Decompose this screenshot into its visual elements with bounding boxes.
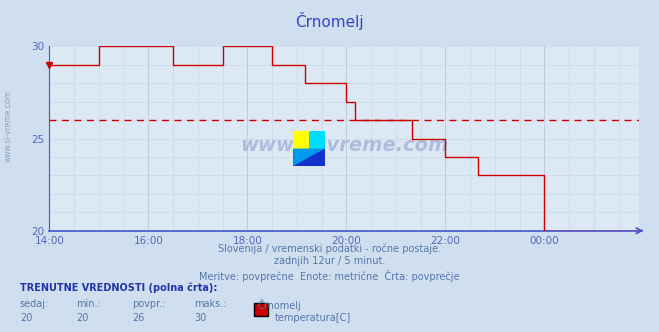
Polygon shape: [293, 148, 325, 166]
Text: povpr.:: povpr.:: [132, 299, 165, 309]
Text: Meritve: povprečne  Enote: metrične  Črta: povprečje: Meritve: povprečne Enote: metrične Črta:…: [199, 270, 460, 282]
Text: zadnjih 12ur / 5 minut.: zadnjih 12ur / 5 minut.: [273, 256, 386, 266]
Text: maks.:: maks.:: [194, 299, 227, 309]
Text: sedaj:: sedaj:: [20, 299, 49, 309]
Text: min.:: min.:: [76, 299, 101, 309]
Text: Slovenija / vremenski podatki - ročne postaje.: Slovenija / vremenski podatki - ročne po…: [218, 243, 441, 254]
Text: Črnomelj: Črnomelj: [295, 12, 364, 30]
Polygon shape: [293, 148, 325, 166]
Text: 20: 20: [76, 313, 88, 323]
Polygon shape: [309, 131, 325, 148]
Text: TRENUTNE VREDNOSTI (polna črta):: TRENUTNE VREDNOSTI (polna črta):: [20, 283, 217, 293]
Text: 26: 26: [132, 313, 144, 323]
Text: www.si-vreme.com: www.si-vreme.com: [3, 90, 13, 162]
Text: www.si-vreme.com: www.si-vreme.com: [240, 136, 449, 155]
Text: 20: 20: [20, 313, 32, 323]
Text: 30: 30: [194, 313, 207, 323]
Text: temperatura[C]: temperatura[C]: [275, 313, 351, 323]
Polygon shape: [293, 131, 309, 148]
Text: Črnomelj: Črnomelj: [257, 299, 301, 311]
